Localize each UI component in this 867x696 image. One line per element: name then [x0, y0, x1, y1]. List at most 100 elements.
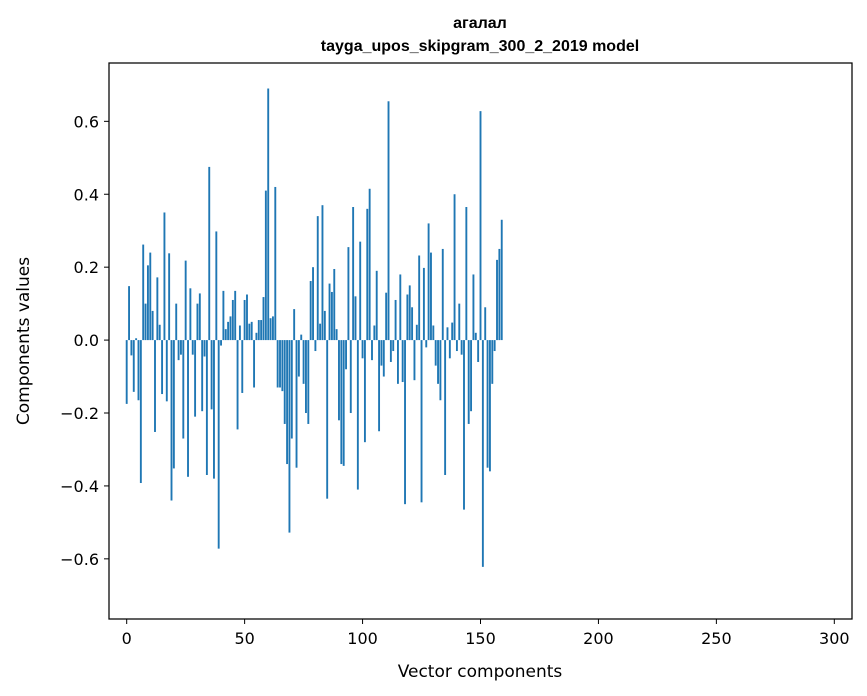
- bar-57: [260, 320, 263, 341]
- x-tick-label: 50: [234, 629, 254, 648]
- bar-144: [465, 207, 468, 341]
- bar-120: [408, 285, 411, 341]
- y-axis-ticks: −0.6 −0.4 −0.2 0.0 0.2 0.4 0.6: [60, 112, 109, 569]
- bar-69: [288, 340, 291, 533]
- bar-56: [257, 320, 260, 341]
- bar-99: [359, 241, 362, 341]
- bar-125: [420, 340, 423, 503]
- bar-83: [321, 205, 324, 341]
- bar-29: [194, 340, 197, 417]
- bar-15: [161, 340, 164, 395]
- bar-128: [427, 223, 430, 341]
- bar-156: [493, 340, 496, 352]
- bar-3: [132, 340, 135, 392]
- bar-2: [130, 340, 133, 356]
- bar-17: [165, 340, 168, 402]
- bar-148: [474, 332, 477, 341]
- bar-7: [142, 244, 145, 341]
- bar-102: [366, 208, 369, 341]
- bar-11: [151, 310, 154, 341]
- y-tick-label: −0.4: [60, 477, 99, 496]
- bar-18: [168, 253, 171, 341]
- bar-140: [455, 340, 458, 352]
- bar-95: [349, 340, 352, 414]
- bar-63: [274, 186, 277, 341]
- bar-137: [448, 340, 451, 359]
- y-tick-label: 0.4: [74, 185, 99, 204]
- bar-91: [340, 340, 343, 465]
- bar-6: [139, 340, 142, 484]
- bar-147: [472, 274, 475, 341]
- bar-62: [271, 316, 274, 341]
- bar-39: [217, 340, 220, 549]
- bar-59: [264, 190, 267, 341]
- bar-80: [314, 340, 317, 352]
- bar-37: [213, 340, 215, 479]
- bar-67: [283, 340, 286, 424]
- bar-48: [238, 325, 241, 341]
- bar-139: [453, 194, 456, 341]
- x-tick-label: 0: [122, 629, 132, 648]
- bar-97: [354, 296, 357, 341]
- bar-88: [333, 268, 336, 341]
- bar-93: [345, 340, 347, 370]
- bar-98: [356, 340, 359, 490]
- bar-129: [430, 252, 432, 341]
- bar-154: [488, 340, 491, 472]
- bar-21: [175, 303, 178, 341]
- bar-86: [328, 283, 331, 341]
- bar-73: [297, 340, 300, 377]
- bar-33: [203, 340, 206, 357]
- chart-title: агалал: [453, 15, 507, 32]
- x-axis-label: Vector components: [398, 662, 563, 682]
- x-tick-label: 100: [347, 629, 378, 648]
- bar-127: [425, 340, 428, 348]
- bar-119: [406, 294, 409, 341]
- bar-60: [267, 88, 270, 341]
- bar-92: [342, 340, 345, 466]
- bar-12: [154, 340, 156, 432]
- bar-51: [246, 294, 248, 341]
- bar-53: [250, 321, 253, 341]
- bar-77: [307, 340, 310, 424]
- bar-24: [182, 340, 185, 439]
- bar-64: [276, 340, 279, 388]
- y-axis-label: Components values: [14, 257, 34, 425]
- bar-40: [220, 340, 222, 346]
- bar-72: [295, 340, 298, 468]
- bar-124: [418, 255, 421, 341]
- bar-149: [477, 340, 480, 362]
- bar-134: [441, 248, 444, 341]
- bar-90: [338, 340, 340, 421]
- bar-105: [373, 325, 376, 341]
- bar-138: [451, 322, 454, 341]
- x-tick-label: 250: [701, 629, 732, 648]
- y-tick-label: 0.0: [74, 331, 99, 350]
- bar-143: [463, 340, 465, 510]
- bar-8: [144, 303, 147, 341]
- bar-116: [399, 274, 402, 341]
- y-tick-label: 0.6: [74, 112, 99, 131]
- bar-series: [125, 88, 503, 567]
- bar-27: [189, 288, 192, 341]
- chart-subtitle: tayga_upos_skipgram_300_2_2019 model: [321, 38, 639, 55]
- y-tick-label: −0.6: [60, 550, 99, 569]
- bar-131: [434, 340, 437, 366]
- bar-44: [229, 316, 232, 341]
- bar-111: [387, 101, 390, 341]
- bar-114: [394, 299, 397, 341]
- bar-108: [380, 340, 383, 366]
- bar-71: [293, 309, 296, 341]
- bar-103: [368, 188, 371, 341]
- bar-101: [363, 340, 366, 443]
- bar-115: [397, 340, 399, 384]
- bar-107: [378, 340, 381, 432]
- bar-22: [177, 340, 180, 361]
- bar-150: [479, 111, 482, 341]
- bar-28: [191, 340, 194, 355]
- bar-16: [163, 212, 166, 341]
- bar-106: [375, 270, 378, 341]
- bar-20: [172, 340, 175, 469]
